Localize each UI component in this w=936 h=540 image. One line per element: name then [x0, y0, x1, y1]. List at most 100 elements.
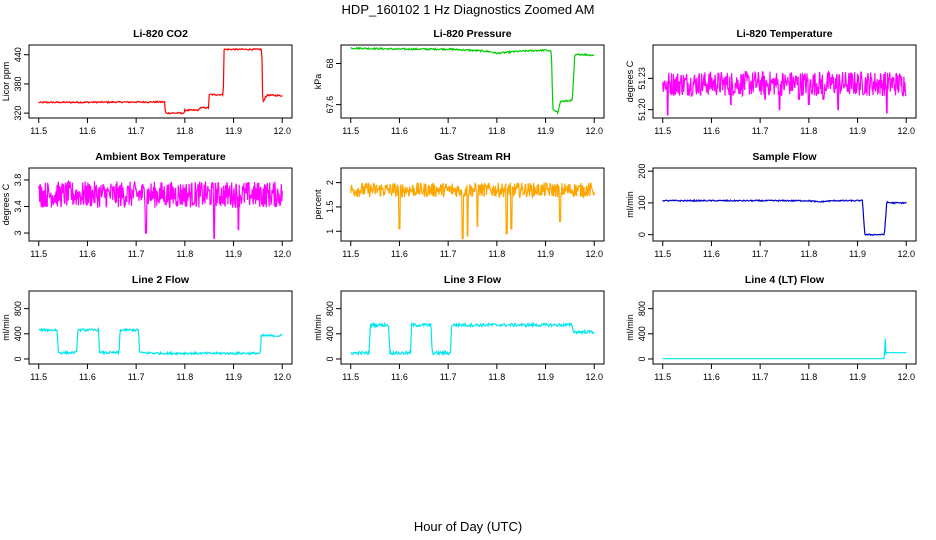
series-pressure — [350, 46, 595, 115]
chart-panel-line3: Line 3 Flow ml/min 11.5 11.6 11.7 11.8 11.9 12.… — [313, 274, 605, 382]
x-tick-label: 11.7 — [752, 372, 769, 382]
y-axis: 0 400 800 — [325, 301, 341, 361]
y-tick-label: 2 — [325, 180, 335, 185]
x-tick-label: 11.9 — [537, 126, 554, 136]
y-tick-label: 68 — [325, 58, 335, 68]
y-tick-label: 3.4 — [13, 200, 23, 213]
x-tick-label: 11.5 — [342, 372, 359, 382]
x-tick-label: 11.8 — [176, 372, 193, 382]
y-axis-label: ml/min — [625, 314, 635, 341]
x-tick-label: 11.6 — [703, 249, 720, 259]
series-line4 — [662, 338, 907, 360]
x-tick-label: 11.8 — [800, 126, 817, 136]
series-licor_temp — [662, 69, 907, 116]
y-tick-label: 51.23 — [637, 67, 647, 90]
x-tick-label: 11.8 — [800, 249, 817, 259]
x-tick-label: 11.7 — [440, 249, 457, 259]
y-tick-label: 800 — [325, 301, 335, 316]
y-tick-label: 400 — [637, 326, 647, 341]
y-axis: 0 400 800 — [637, 301, 653, 361]
y-axis-label: percent — [313, 189, 323, 220]
y-tick-label: 440 — [13, 47, 23, 62]
chart-panel-line2: Line 2 Flow ml/min 11.5 11.6 11.7 11.8 11.9 12.… — [1, 274, 293, 382]
data-line — [662, 69, 907, 116]
chart-title: Li-820 Temperature — [736, 28, 832, 40]
x-tick-label: 11.8 — [488, 249, 505, 259]
y-tick-label: 800 — [637, 301, 647, 316]
y-tick-label: 400 — [13, 326, 23, 341]
x-tick-label: 11.6 — [703, 372, 720, 382]
x-tick-label: 11.5 — [342, 249, 359, 259]
x-tick-label: 12.0 — [273, 126, 291, 136]
plot-frame — [340, 290, 605, 365]
x-tick-label: 11.7 — [440, 372, 457, 382]
y-axis: 67.6 68 — [325, 58, 341, 113]
x-tick-label: 11.9 — [849, 372, 866, 382]
x-tick-label: 11.5 — [654, 372, 671, 382]
x-axis: 11.5 11.6 11.7 11.8 11.9 12.0 — [342, 241, 603, 259]
series-co2 — [38, 47, 283, 115]
x-tick-label: 11.6 — [391, 126, 408, 136]
y-tick-label: 400 — [325, 326, 335, 341]
x-tick-label: 11.7 — [752, 126, 769, 136]
series-sample_flow — [662, 198, 907, 236]
x-tick-label: 11.9 — [849, 249, 866, 259]
x-tick-label: 12.0 — [273, 372, 291, 382]
data-line — [662, 198, 907, 236]
y-axis-label: ml/min — [1, 314, 11, 341]
x-tick-label: 11.9 — [225, 249, 242, 259]
x-tick-label: 12.0 — [897, 249, 915, 259]
x-tick-label: 11.8 — [488, 126, 505, 136]
chart-title: Line 2 Flow — [132, 274, 190, 286]
y-axis-label: ml/min — [625, 191, 635, 218]
x-tick-label: 11.5 — [30, 372, 47, 382]
chart-title: Ambient Box Temperature — [95, 151, 226, 163]
x-tick-label: 11.9 — [849, 126, 866, 136]
y-axis: 320 380 440 — [13, 47, 29, 121]
series-rh — [350, 181, 595, 240]
x-tick-label: 12.0 — [585, 249, 603, 259]
series-box_temp — [38, 179, 283, 239]
x-tick-label: 11.5 — [654, 126, 671, 136]
plot-frame — [28, 290, 293, 365]
y-axis-label: kPa — [313, 74, 323, 90]
y-tick-label: 51.20 — [637, 98, 647, 121]
x-tick-label: 11.9 — [537, 249, 554, 259]
x-axis: 11.5 11.6 11.7 11.8 11.9 12.0 — [30, 118, 291, 136]
y-tick-label: 200 — [637, 164, 647, 179]
y-tick-label: 0 — [637, 356, 647, 361]
x-tick-label: 11.6 — [79, 126, 96, 136]
chart-title: Li-820 Pressure — [433, 28, 511, 40]
chart-title: Gas Stream RH — [434, 151, 510, 163]
data-line — [350, 181, 595, 240]
y-axis: 3 3.4 3.8 — [13, 174, 29, 236]
x-tick-label: 11.5 — [30, 126, 47, 136]
x-tick-label: 11.9 — [225, 126, 242, 136]
x-tick-label: 12.0 — [897, 372, 915, 382]
x-tick-label: 11.6 — [79, 372, 96, 382]
y-tick-label: 3.8 — [13, 174, 23, 187]
x-tick-label: 11.7 — [128, 372, 145, 382]
x-tick-label: 11.6 — [391, 372, 408, 382]
y-axis-label: degrees C — [1, 183, 11, 225]
y-tick-label: 320 — [13, 106, 23, 121]
y-axis: 0 400 800 — [13, 301, 29, 361]
plot-frame — [340, 167, 605, 242]
data-line — [38, 47, 283, 115]
x-tick-label: 11.8 — [488, 372, 505, 382]
x-tick-label: 11.8 — [176, 126, 193, 136]
plot-frame — [652, 44, 917, 119]
x-tick-label: 11.5 — [30, 249, 47, 259]
plot-frame — [340, 44, 605, 119]
chart-panel-box_temp: Ambient Box Temperature degrees C 11.5 11.6… — [1, 151, 293, 259]
plot-frame — [652, 290, 917, 365]
x-tick-label: 12.0 — [585, 372, 603, 382]
x-tick-label: 11.7 — [752, 249, 769, 259]
plot-frame — [652, 167, 917, 242]
y-axis-label: degrees C — [625, 60, 635, 102]
y-tick-label: 800 — [13, 301, 23, 316]
x-tick-label: 11.8 — [800, 372, 817, 382]
x-axis: 11.5 11.6 11.7 11.8 11.9 12.0 — [342, 118, 603, 136]
